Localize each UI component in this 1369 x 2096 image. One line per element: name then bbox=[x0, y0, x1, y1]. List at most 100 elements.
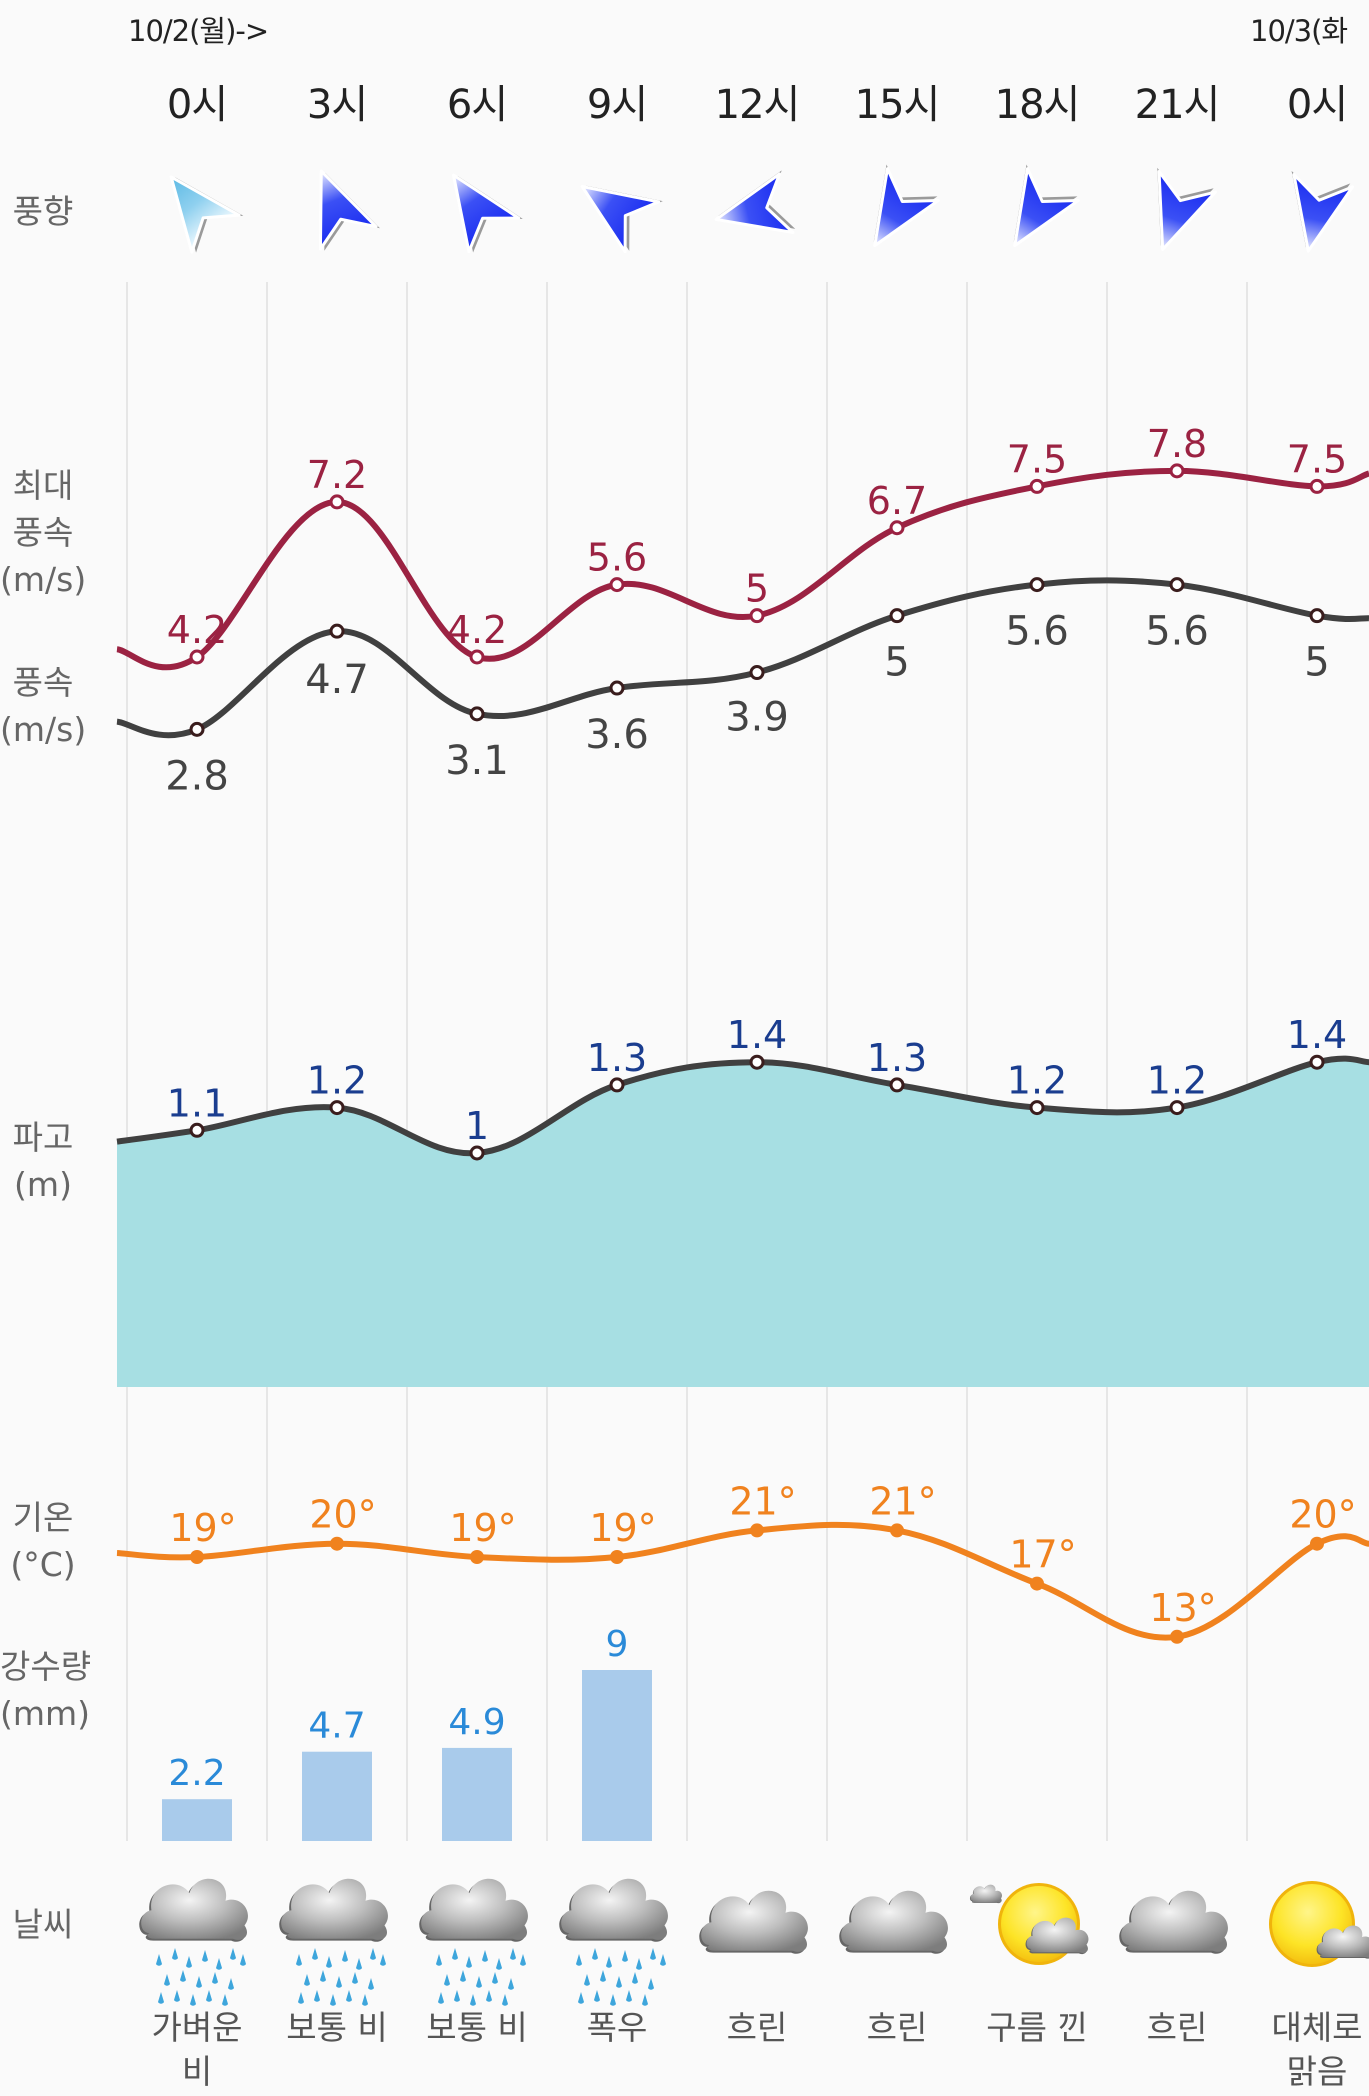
wave-value-label: 1.2 bbox=[307, 1059, 367, 1103]
temperature-point bbox=[330, 1536, 344, 1551]
precipitation-chart: 2.2 4.7 4.9 9 bbox=[162, 1624, 652, 1841]
wave-point bbox=[1169, 1100, 1185, 1116]
wind-speed-chart: 2.8 4.7 3.1 3.6 3.9 5 5.6 5.6 5 bbox=[116, 577, 1369, 799]
max-wind-value-label: 7.5 bbox=[1287, 437, 1347, 481]
temperature-value-label: 21° bbox=[869, 1479, 936, 1523]
rain-drop bbox=[228, 1978, 234, 1990]
rain-drop bbox=[508, 1978, 514, 1990]
cloud-shape bbox=[419, 1878, 528, 1942]
max-wind-chart: 4.2 7.2 4.2 5.6 5 6.7 7.5 7.8 7.5 bbox=[116, 422, 1369, 671]
rain-drop bbox=[362, 1994, 368, 2006]
max-wind-point bbox=[749, 608, 765, 624]
rain-drop bbox=[520, 1954, 526, 1966]
rain-drop bbox=[216, 1958, 222, 1970]
weather-label: 폭우 bbox=[586, 2008, 648, 2047]
max-wind-point bbox=[1169, 463, 1185, 479]
rain-drops bbox=[156, 1948, 246, 2006]
weather-label: 흐린 bbox=[726, 2008, 788, 2047]
rain-drop bbox=[336, 1976, 342, 1988]
row-label-wind: 풍속 (m/s) bbox=[0, 659, 86, 753]
wind-value-label: 2.8 bbox=[165, 753, 229, 799]
wave-point bbox=[1029, 1100, 1045, 1116]
rain-weather-icon bbox=[279, 1878, 388, 2006]
rain-drop bbox=[648, 1978, 654, 1990]
wave-height-chart: 1.1 1.2 1 1.3 1.4 1.3 1.2 1.2 1.4 bbox=[116, 1013, 1369, 1387]
wind-point bbox=[889, 608, 905, 624]
row-label-temperature: 기온 (°C) bbox=[0, 1494, 86, 1588]
temperature-point bbox=[470, 1550, 484, 1564]
rain-drop bbox=[352, 1972, 358, 1984]
max-wind-value-label: 7.8 bbox=[1147, 422, 1207, 466]
rain-drop bbox=[158, 1992, 164, 2004]
cloud-shape bbox=[699, 1890, 808, 1954]
cloud-shape bbox=[1025, 1917, 1089, 1955]
hour-label: 9시 bbox=[586, 82, 648, 128]
max-wind-point bbox=[1309, 478, 1325, 494]
precipitation-value-label: 4.9 bbox=[448, 1702, 505, 1743]
rain-drop bbox=[164, 1974, 170, 1986]
row-label-wave: 파고 (m) bbox=[0, 1114, 86, 1208]
wind-direction-arrow-icon bbox=[1291, 170, 1355, 253]
arrow-shape bbox=[452, 173, 521, 254]
cloud-body bbox=[841, 1890, 948, 1952]
max-wind-point bbox=[469, 649, 485, 665]
arrow-shape bbox=[1013, 167, 1080, 248]
precipitation-value-label: 4.7 bbox=[308, 1706, 365, 1747]
rain-drop bbox=[304, 1974, 310, 1986]
wind-value-label: 4.7 bbox=[305, 657, 369, 703]
rain-drop bbox=[380, 1954, 386, 1966]
row-label-max-wind: 최대 풍속 (m/s) bbox=[0, 462, 86, 603]
wind-direction-arrow-icon bbox=[169, 175, 244, 254]
temperature-value-label: 19° bbox=[169, 1506, 236, 1550]
cloud-shape bbox=[839, 1890, 948, 1954]
weather-label: 보통 비 bbox=[426, 2008, 528, 2047]
wave-point bbox=[329, 1100, 345, 1116]
wave-value-label: 1 bbox=[465, 1104, 489, 1148]
rain-drop bbox=[212, 1972, 218, 1984]
row-label-max-wind-line1: 최대 bbox=[12, 466, 74, 505]
cloud-body bbox=[421, 1878, 528, 1940]
grid-lines bbox=[126, 282, 1248, 1841]
rain-drop bbox=[576, 1954, 582, 1966]
rain-drop bbox=[660, 1954, 666, 1966]
rain-drop bbox=[584, 1974, 590, 1986]
rain-drop bbox=[186, 1956, 192, 1968]
wave-value-label: 1.4 bbox=[727, 1013, 787, 1057]
max-wind-point bbox=[189, 649, 205, 665]
wind-direction-arrow-icon bbox=[580, 185, 663, 254]
row-label-max-wind-line2: 풍속 bbox=[12, 513, 74, 552]
wave-point bbox=[609, 1077, 625, 1093]
wind-direction-arrow-icon bbox=[318, 169, 380, 251]
rain-drop bbox=[452, 1948, 458, 1960]
arrow-shape bbox=[1292, 172, 1355, 253]
rain-drop bbox=[454, 1990, 460, 2002]
rain-drop bbox=[486, 1990, 492, 2002]
max-wind-point bbox=[889, 520, 905, 536]
rain-drop bbox=[312, 1948, 318, 1960]
precipitation-value-label: 2.2 bbox=[168, 1753, 225, 1794]
max-wind-value-label: 5 bbox=[745, 567, 769, 611]
cloud-shape bbox=[139, 1878, 248, 1942]
wind-point bbox=[469, 706, 485, 722]
wind-value-label: 5 bbox=[1304, 640, 1329, 686]
rain-drop bbox=[222, 1994, 228, 2006]
row-label-max-wind-unit: (m/s) bbox=[0, 560, 87, 599]
rain-drop bbox=[320, 1970, 326, 1982]
cloud-body bbox=[970, 1884, 1003, 1903]
wind-direction-arrow-icon bbox=[714, 170, 796, 234]
row-label-wind-line1: 풍속 bbox=[12, 663, 74, 702]
hour-label: 12시 bbox=[714, 82, 801, 128]
weather-label: 흐린 bbox=[866, 2008, 928, 2047]
rain-drop bbox=[510, 1948, 516, 1960]
cloud-shape bbox=[969, 1884, 1003, 1904]
arrow-shape bbox=[714, 172, 795, 234]
rain-drop bbox=[606, 1956, 612, 1968]
row-label-weather: 날씨 bbox=[12, 1905, 74, 1944]
wave-value-label: 1.1 bbox=[167, 1081, 227, 1125]
wind-direction-arrow-icon bbox=[1013, 164, 1080, 248]
wave-point bbox=[749, 1054, 765, 1070]
weather-label: 가벼운 비 bbox=[151, 2008, 243, 2091]
wave-value-label: 1.2 bbox=[1147, 1059, 1207, 1103]
cloud-body bbox=[1026, 1917, 1089, 1953]
